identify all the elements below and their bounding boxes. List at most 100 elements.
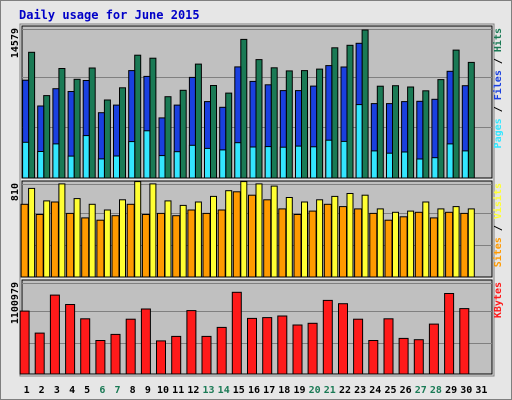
bar-hits (103, 99, 111, 179)
x-tick-label: 26 (400, 385, 412, 396)
legend-item-pages: Pages (493, 118, 504, 148)
bar-hits (149, 57, 157, 179)
bar-sites (460, 212, 469, 278)
legend-item-kbytes: KBytes (493, 282, 504, 318)
bar-kbytes (19, 310, 30, 375)
bar-visits (179, 204, 187, 278)
bar-pages (67, 155, 75, 179)
bar-pages (370, 150, 378, 179)
x-tick-label: 15 (233, 385, 245, 396)
bar-kbytes (65, 304, 76, 375)
bar-sites (111, 215, 120, 278)
bar-sites (248, 194, 256, 278)
bar-pages (310, 146, 318, 179)
bar-pages (22, 141, 30, 179)
bar-pages (431, 157, 439, 179)
x-tick-label: 27 (415, 385, 427, 396)
panel-hits-files-pages: 14579 Pages / Files / Hits (10, 25, 504, 179)
bar-visits (467, 208, 475, 278)
legend-visits-sites: Sites / Visits (492, 183, 504, 267)
bar-pages (143, 130, 151, 179)
bar-sites (278, 208, 287, 278)
bar-sites (141, 214, 150, 278)
bar-pages (416, 158, 424, 179)
x-tick-label: 12 (187, 385, 199, 396)
bar-sites (323, 203, 332, 278)
bar-hits (270, 67, 278, 179)
bar-kbytes (186, 310, 197, 375)
bar-kbytes (125, 318, 136, 375)
panel-kbytes: 1100979 KBytes (10, 279, 504, 375)
x-tick-label: 16 (248, 385, 260, 396)
bar-pages (234, 142, 242, 179)
bar-hits (392, 85, 399, 179)
legend-item-files: Files (492, 70, 504, 100)
x-tick-label: 25 (384, 385, 396, 396)
bar-hits (134, 54, 142, 179)
bar-sites (232, 191, 241, 278)
y-max-label: 14579 (10, 28, 21, 58)
bar-pages (340, 140, 348, 179)
bar-hits (179, 89, 187, 179)
bar-hits (316, 68, 324, 179)
x-tick-label: 5 (84, 385, 90, 396)
bar-visits (28, 187, 36, 278)
x-tick-label: 14 (218, 385, 230, 396)
bar-pages (188, 144, 196, 179)
bar-sites (202, 212, 211, 278)
x-tick-label: 7 (114, 385, 120, 396)
bar-hits (376, 85, 384, 179)
bar-sites (384, 219, 393, 278)
plot-outline (19, 23, 495, 377)
bar-hits (28, 51, 36, 179)
bar-visits (361, 194, 369, 278)
bar-sites (187, 209, 196, 278)
bar-pages (158, 155, 166, 179)
bar-pages (128, 141, 136, 179)
bar-kbytes (201, 335, 212, 375)
bar-pages (446, 143, 454, 179)
bar-sites (399, 216, 408, 278)
x-tick-label: 17 (263, 385, 275, 396)
panel-visits-sites: 810 Sites / Visits (10, 180, 504, 278)
x-tick-label: 18 (278, 385, 290, 396)
bar-kbytes (156, 340, 166, 375)
bar-hits (43, 95, 51, 179)
bar-kbytes (216, 326, 227, 375)
bar-visits (285, 197, 293, 278)
legend-item-sites: Sites (492, 237, 504, 267)
bar-kbytes (353, 318, 364, 375)
bar-hits (407, 86, 415, 179)
bar-kbytes (459, 308, 470, 375)
bar-visits (346, 193, 354, 278)
bar-kbytes (383, 318, 394, 375)
bar-visits (437, 208, 445, 278)
bar-visits (88, 203, 96, 278)
bar-sites (20, 203, 29, 278)
x-tick-label: 29 (445, 385, 457, 396)
bar-kbytes (428, 323, 439, 375)
bar-visits (164, 200, 172, 278)
bar-hits (452, 49, 460, 179)
bar-pages (37, 151, 45, 179)
x-tick-label: 31 (475, 385, 487, 396)
bar-hits (210, 85, 217, 179)
bar-kbytes (231, 291, 242, 375)
legend-separator: / (493, 52, 504, 70)
bar-hits (255, 59, 263, 179)
bar-visits (225, 190, 233, 278)
x-tick-label: 6 (99, 385, 105, 396)
bar-sites (339, 206, 347, 278)
bar-pages (173, 151, 181, 179)
bar-hits (422, 90, 430, 179)
bar-pages (295, 145, 302, 179)
bar-sites (96, 219, 105, 278)
bar-sites (126, 203, 135, 278)
bar-visits (392, 211, 399, 278)
bar-visits (149, 183, 157, 278)
bar-kbytes (368, 340, 379, 375)
bar-visits (240, 181, 248, 278)
bar-hits (361, 29, 369, 179)
bar-visits (134, 181, 142, 278)
bar-sites (354, 208, 363, 278)
